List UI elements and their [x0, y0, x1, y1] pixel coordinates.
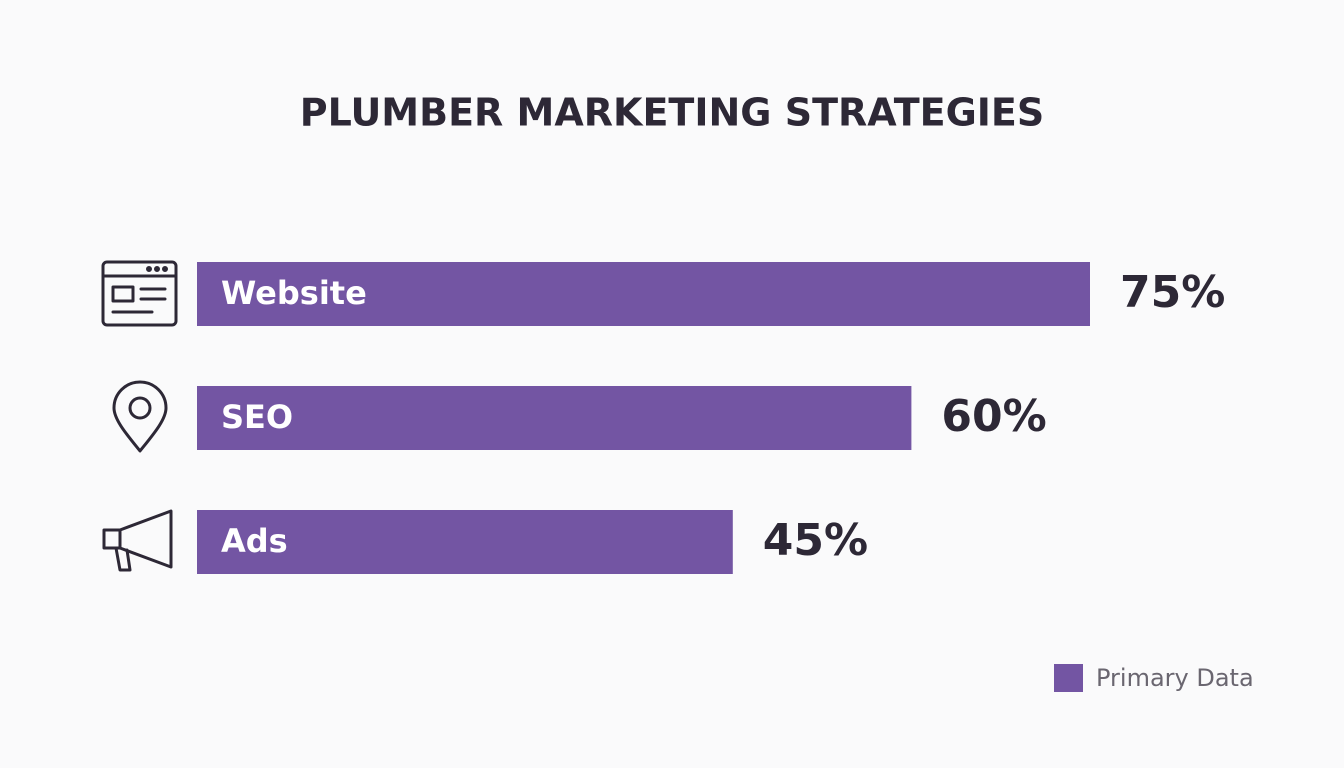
megaphone-icon	[102, 509, 173, 572]
value-label: 45%	[763, 515, 868, 566]
bar	[197, 510, 733, 574]
category-label: Ads	[221, 522, 288, 560]
value-label: 75%	[1120, 267, 1225, 318]
location-icon	[112, 380, 168, 453]
category-label: SEO	[221, 398, 293, 436]
bar	[197, 386, 912, 450]
legend-swatch	[1054, 664, 1083, 692]
bar	[197, 262, 1090, 326]
legend-label: Primary Data	[1096, 664, 1254, 692]
website-icon	[101, 260, 178, 327]
value-label: 60%	[941, 391, 1046, 442]
chart-title: PLUMBER MARKETING STRATEGIES	[300, 91, 1045, 135]
category-label: Website	[221, 274, 367, 312]
